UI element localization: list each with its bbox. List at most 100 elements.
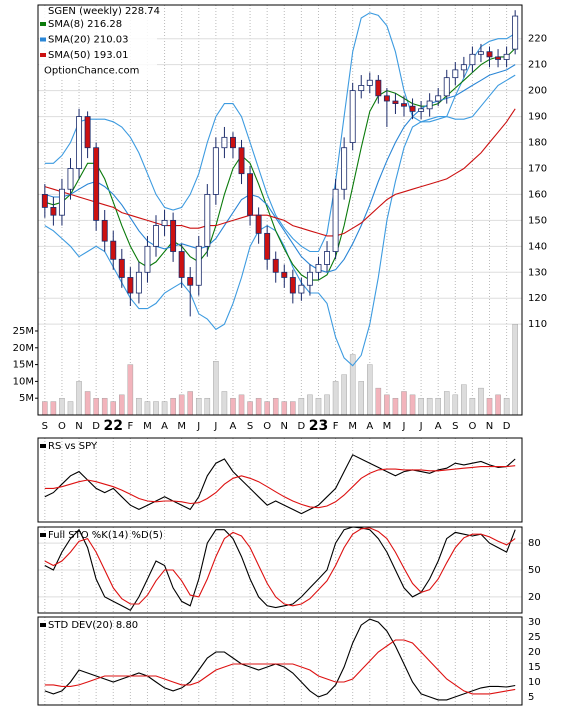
panel-frame [37, 437, 523, 523]
y-tick-label: 110 [528, 319, 547, 330]
volume-bar [443, 391, 450, 416]
candle-body [76, 116, 83, 169]
candle-body [238, 147, 245, 175]
volume-bar [144, 401, 151, 416]
y-tick-label: 160 [528, 189, 547, 200]
volume-bar [153, 401, 159, 416]
candle-body [315, 264, 322, 273]
x-tick-label: A [435, 421, 442, 432]
y-tick-label: 25 [528, 632, 541, 643]
volume-bar [367, 364, 373, 416]
x-tick-label: A [161, 421, 168, 432]
x-tick-label: 23 [309, 418, 328, 434]
volume-bar [384, 394, 390, 416]
x-tick-label: F [333, 421, 339, 432]
volume-bar [67, 401, 74, 416]
x-tick-label: N [486, 421, 493, 432]
candle-body [281, 271, 288, 278]
panel-title: RS vs SPY [48, 441, 98, 452]
candle-body [204, 194, 211, 247]
legend-box [39, 6, 157, 80]
volume-bar [478, 387, 484, 416]
x-tick-label: J [213, 421, 217, 432]
candle-body [170, 219, 177, 252]
candle-body [486, 51, 493, 58]
line-series [44, 74, 516, 367]
candle-body [247, 173, 254, 216]
x-tick-label: M [177, 421, 186, 432]
y-tick-label: 200 [528, 86, 547, 97]
candle-body [272, 258, 279, 273]
candle-body [212, 147, 219, 195]
volume-bar [178, 394, 185, 416]
candle-body [392, 100, 399, 105]
legend-swatch [40, 22, 46, 26]
candle-body [58, 188, 65, 216]
x-tick-label: S [452, 421, 458, 432]
candle-body [50, 207, 57, 216]
volume-bar [461, 384, 467, 416]
volume-bar [315, 397, 322, 416]
y-tick-label: 140 [528, 241, 547, 252]
legend-swatch [40, 53, 46, 57]
volume-bar [161, 401, 168, 416]
y-tick-label: 180 [528, 138, 547, 149]
legend-label: SMA(50) 193.01 [48, 50, 129, 61]
volume-bar [332, 381, 339, 416]
y2-tick-label: 20M [13, 343, 34, 354]
candle-body [495, 56, 502, 60]
x-tick-label: O [468, 421, 476, 432]
y-tick-label: 10 [528, 677, 541, 688]
x-tick-label: M [383, 421, 392, 432]
volume-bar [42, 401, 48, 416]
candle-body [255, 214, 262, 234]
volume-bar [469, 397, 476, 416]
candle-body [460, 64, 467, 71]
candle-body [349, 90, 356, 143]
volume-bar [392, 397, 399, 416]
y2-tick-label: 15M [13, 360, 34, 371]
y-tick-label: 20 [528, 647, 541, 658]
candle-body [383, 95, 390, 102]
x-tick-label: D [298, 421, 306, 432]
x-tick-label: J [402, 421, 406, 432]
volume-bar [84, 391, 91, 416]
candle-body [324, 251, 330, 265]
candle-body [341, 147, 348, 190]
volume-bar [503, 397, 510, 416]
y-tick-label: 15 [528, 662, 541, 673]
candle-body [101, 219, 108, 242]
volume-bar [204, 397, 211, 416]
volume-bar [127, 364, 134, 416]
volume-bar [272, 397, 279, 416]
volume-bar [409, 394, 416, 416]
volume-bar [418, 397, 424, 416]
candle-body [161, 219, 168, 226]
panel-frame [37, 526, 523, 614]
candle-body [298, 284, 305, 294]
volume-bar [50, 401, 57, 416]
candle-body [41, 194, 48, 208]
y-tick-label: 170 [528, 163, 547, 174]
volume-bar [358, 381, 365, 416]
volume-bar [401, 391, 407, 416]
candle-body [366, 79, 373, 86]
legend-swatch [40, 623, 46, 627]
volume-bar [247, 401, 253, 416]
line-series [44, 454, 516, 515]
line-series [44, 618, 516, 701]
candle-body [418, 108, 425, 112]
y-tick-label: 20 [528, 592, 541, 603]
volume-bar [93, 397, 99, 416]
candle-body [435, 95, 442, 102]
volume-bar [512, 324, 518, 416]
y-tick-label: 30 [528, 617, 541, 628]
volume-bar [255, 397, 262, 416]
x-tick-label: J [196, 421, 200, 432]
watermark: OptionChance.com [44, 66, 139, 77]
panel-frame [37, 4, 523, 416]
x-tick-label: O [58, 421, 66, 432]
line-series [44, 12, 516, 253]
volume-bar [452, 394, 459, 416]
